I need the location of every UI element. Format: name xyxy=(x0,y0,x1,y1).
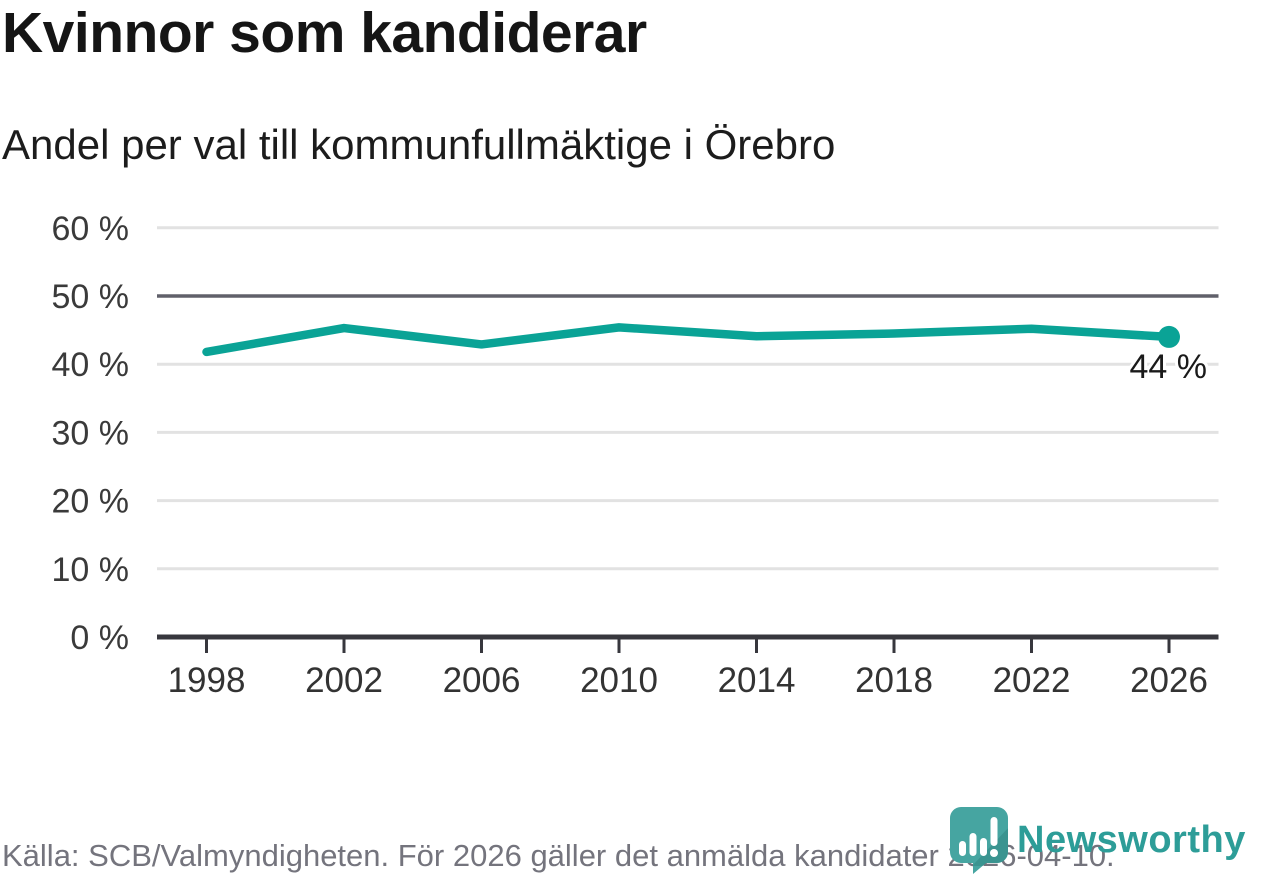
x-axis-tick-label: 2002 xyxy=(305,661,383,700)
x-axis-tick-label: 1998 xyxy=(168,661,246,700)
data-point-label: 44 % xyxy=(1130,348,1208,386)
x-axis-tick-label: 2018 xyxy=(855,661,933,700)
y-axis-tick-label: 40 % xyxy=(52,346,130,384)
data-point-marker xyxy=(1158,325,1180,348)
source-note: Källa: SCB/Valmyndigheten. För 2026 gäll… xyxy=(2,838,1115,873)
x-axis-tick-label: 2014 xyxy=(718,661,796,700)
y-axis-tick-label: 30 % xyxy=(52,414,130,452)
y-axis-tick-label: 0 % xyxy=(70,619,129,657)
x-axis-tick-label: 2022 xyxy=(993,661,1071,700)
x-axis-tick-label: 2026 xyxy=(1130,661,1208,700)
newsworthy-speech-bubble-chart-icon xyxy=(950,807,1008,874)
data-line xyxy=(202,323,1174,357)
y-axis-tick-label: 10 % xyxy=(52,551,130,589)
y-axis-tick-label: 60 % xyxy=(52,210,130,248)
chart-subtitle: Andel per val till kommunfullmäktige i Ö… xyxy=(2,121,836,168)
page-title: Kvinnor som kandiderar xyxy=(2,1,647,65)
newsworthy-logo-text: Newsworthy xyxy=(1017,819,1246,861)
x-axis-tick-label: 2010 xyxy=(580,661,658,700)
x-axis-tick-label: 2006 xyxy=(443,661,521,700)
y-axis-tick-label: 20 % xyxy=(52,483,130,521)
y-axis-tick-label: 50 % xyxy=(52,278,130,316)
newsworthy-logo: Newsworthy xyxy=(948,806,1246,874)
